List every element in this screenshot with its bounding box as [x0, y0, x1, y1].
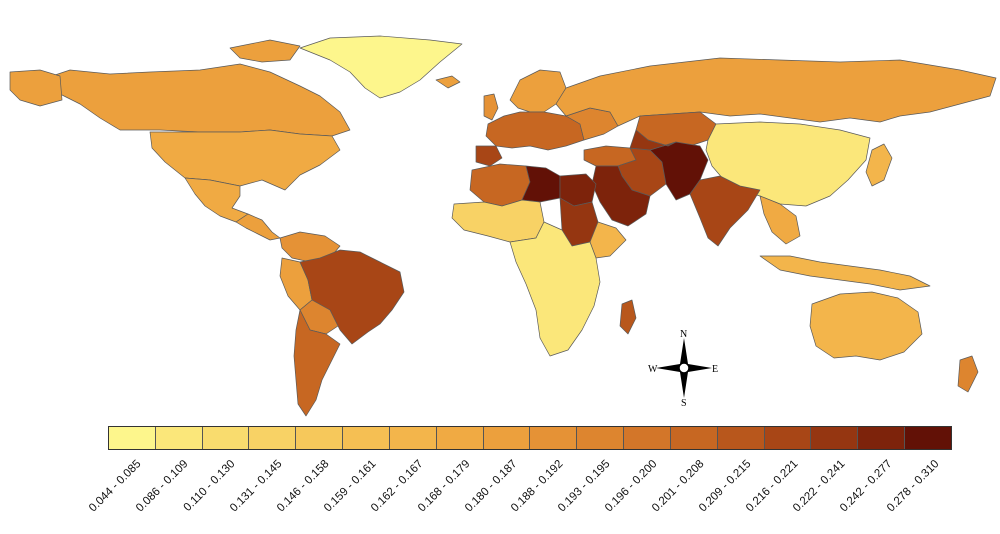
region-uk: [483, 93, 499, 121]
region-china: [705, 121, 871, 207]
legend-swatch: [436, 427, 484, 449]
region-central-asia: [629, 129, 677, 151]
region-europe: [485, 111, 585, 151]
region-alaska: [9, 69, 63, 107]
legend-swatch: [483, 427, 531, 449]
compass-rose: N S W E: [648, 330, 718, 406]
legend-swatch: [249, 427, 297, 449]
region-russia: [555, 57, 997, 127]
region-indonesia: [759, 255, 931, 291]
legend-swatch: [296, 427, 344, 449]
compass-east: E: [712, 364, 718, 375]
region-usa: [149, 129, 341, 191]
region-central-america: [235, 213, 281, 241]
region-iceland: [435, 75, 461, 89]
legend-swatch: [624, 427, 671, 449]
region-australia: [809, 291, 923, 361]
color-legend: [108, 426, 952, 450]
legend-swatch: [811, 427, 859, 449]
legend-swatch: [764, 427, 812, 449]
region-new-zealand: [957, 355, 979, 393]
region-maghreb: [469, 163, 531, 207]
region-west-africa: [451, 199, 545, 243]
region-southeast-asia: [759, 195, 801, 245]
legend-swatch: [670, 427, 718, 449]
legend-swatch: [202, 427, 250, 449]
legend-swatch: [530, 427, 578, 449]
legend-swatch: [109, 427, 156, 449]
region-southern-cone: [293, 309, 341, 417]
legend-swatch: [155, 427, 203, 449]
legend-swatch: [577, 427, 625, 449]
compass-south: S: [681, 398, 687, 406]
region-india: [689, 175, 761, 247]
legend-swatch: [343, 427, 390, 449]
region-greenland: [299, 35, 463, 99]
legend-swatch: [858, 427, 906, 449]
region-arabia: [591, 165, 651, 227]
compass-north: N: [680, 330, 687, 340]
compass-west: W: [648, 364, 658, 375]
region-iberia: [475, 145, 503, 167]
region-japan: [865, 143, 893, 187]
legend-swatch: [717, 427, 765, 449]
region-madagascar: [619, 299, 637, 335]
legend-swatch: [905, 427, 951, 449]
region-arctic-islands: [229, 39, 301, 63]
legend-swatch: [389, 427, 437, 449]
world-choropleth-map: [9, 35, 997, 417]
region-libya: [521, 165, 561, 203]
region-southern-africa: [509, 221, 601, 357]
region-canada: [39, 63, 351, 137]
